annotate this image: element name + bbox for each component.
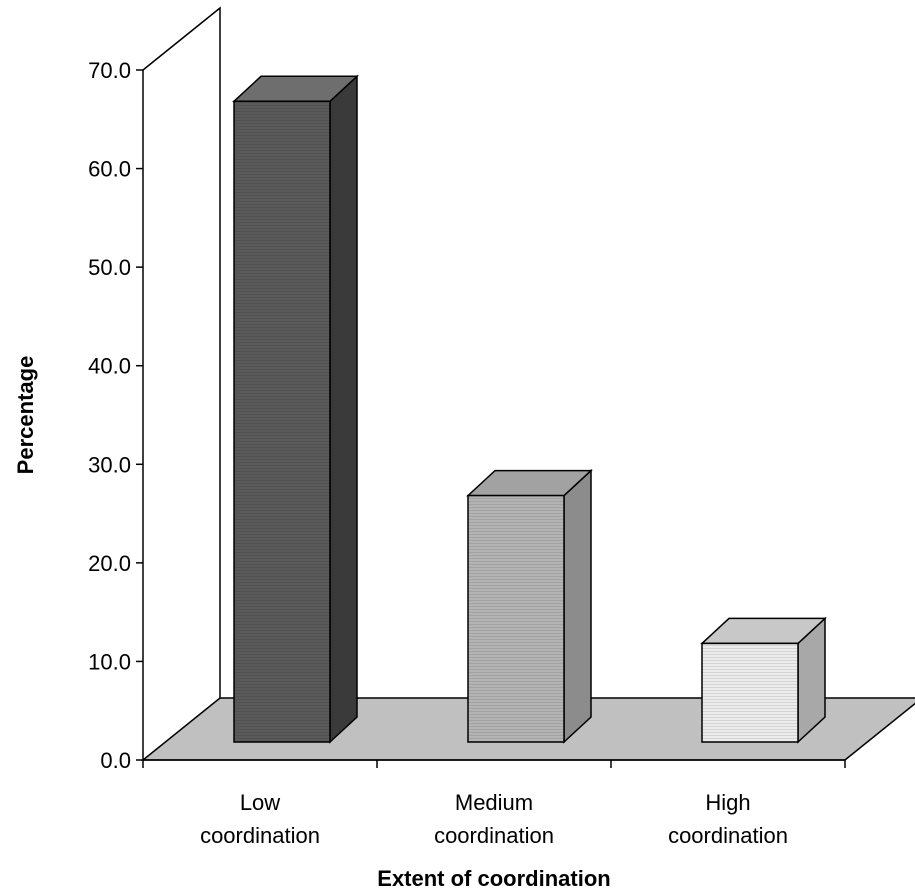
y-tick-label: 70.0 [88,58,131,83]
chart-axes [136,69,846,768]
x-axis-title: Extent of coordination [377,866,610,891]
y-tick-label: 10.0 [88,649,131,674]
x-category-label: coordination [434,823,554,848]
bar-side-face [563,468,592,744]
x-category-label: High [705,790,750,815]
y-tick-label: 20.0 [88,551,131,576]
bar-texture [468,495,564,742]
x-category-label: coordination [668,823,788,848]
y-tick-label: 50.0 [88,255,131,280]
bar [466,468,593,744]
bar-texture [702,643,798,742]
chart-bars [232,74,827,744]
y-axis-title: Percentage [13,356,38,475]
y-tick-label: 30.0 [88,452,131,477]
y-tick-label: 60.0 [88,157,131,182]
bar-side-face [329,74,358,744]
back-wall-edge [142,6,221,698]
x-category-label: Medium [455,790,533,815]
bar [232,74,359,744]
chart-labels: 0.0 10.0 20.0 30.0 40.0 50.0 60.0 70.0 Low coordi… [88,58,788,848]
chart-walls [142,6,221,698]
x-category-label: coordination [200,823,320,848]
y-tick-label: 0.0 [100,748,131,773]
y-tick-label: 40.0 [88,354,131,379]
bar-texture [234,101,330,743]
x-category-label: Low [240,790,280,815]
bar [700,616,827,744]
